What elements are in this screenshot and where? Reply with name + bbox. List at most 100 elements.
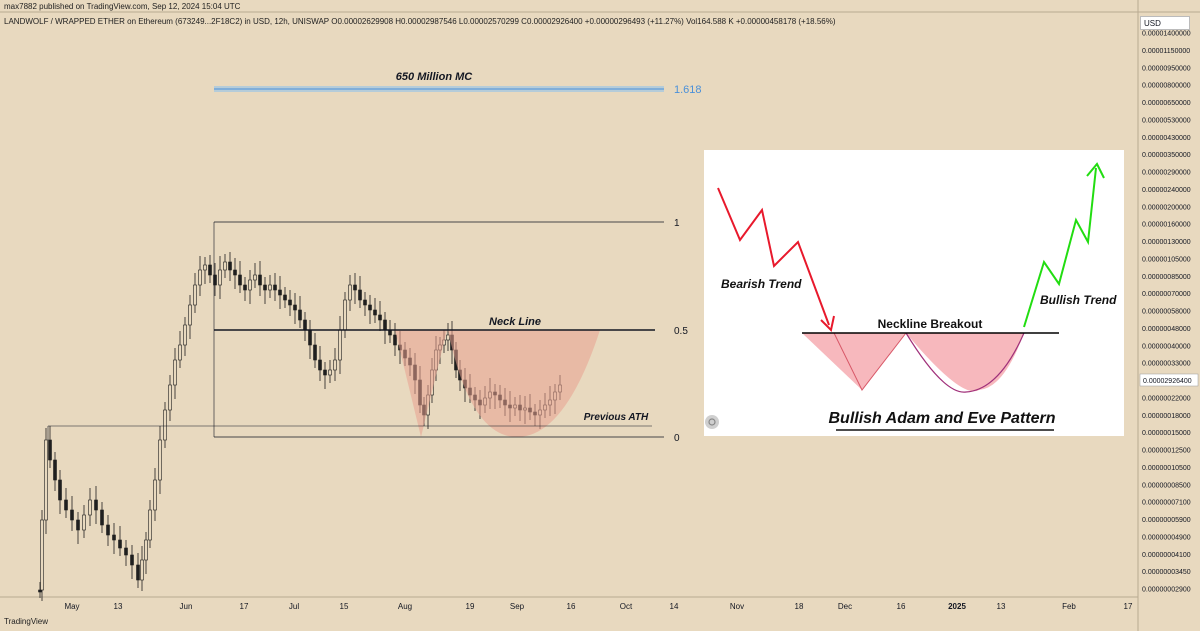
candle-body	[358, 289, 362, 301]
adam-eve-inset: Bearish Trend Bullish Trend Neckline Bre…	[704, 150, 1124, 436]
time-tick-label: 2025	[948, 602, 966, 611]
candle-body	[373, 309, 377, 316]
price-tick-label: 0.00000650000	[1142, 100, 1191, 107]
candle-body	[178, 344, 182, 361]
candle-body	[353, 284, 357, 291]
price-tick-label: 0.00000018000	[1142, 413, 1191, 420]
candle-body	[383, 319, 387, 331]
candle-body	[348, 284, 352, 301]
symbol-line: LANDWOLF / WRAPPED ETHER on Ethereum (67…	[4, 17, 836, 26]
time-tick-label: Dec	[838, 602, 852, 611]
candle-body	[183, 324, 187, 346]
price-tick-label: 0.00000160000	[1142, 222, 1191, 229]
fib-05-label: 0.5	[674, 326, 688, 337]
time-tick-label: 16	[567, 602, 576, 611]
candle-body	[298, 309, 302, 321]
candle-body	[64, 499, 68, 511]
candle-body	[333, 359, 337, 371]
price-tick-label: 0.00000015000	[1142, 430, 1191, 437]
neck-line-label: Neck Line	[489, 316, 541, 328]
time-axis[interactable]: May 13 Jun 17 Jul 15 Aug 19 Sep 16 Oct 14 Nov 18 Dec 16…	[64, 602, 1133, 611]
candle-body	[363, 299, 367, 306]
candle-body	[218, 269, 222, 286]
time-tick-label: 13	[997, 602, 1006, 611]
eve-pattern-shape	[448, 330, 600, 437]
candle-body	[44, 439, 48, 521]
time-tick-label: 15	[340, 602, 349, 611]
candle-body	[313, 344, 317, 361]
price-tick-label: 0.00000004900	[1142, 534, 1191, 541]
price-tick-label: 0.00000022000	[1142, 395, 1191, 402]
currency-selector[interactable]: USD	[1140, 16, 1190, 30]
candle-body	[53, 459, 57, 481]
price-tick-label: 0.00000048000	[1142, 326, 1191, 333]
candle-body	[40, 519, 44, 591]
candle-body	[76, 519, 80, 531]
candle-body	[136, 564, 140, 581]
candle-body	[193, 284, 197, 306]
candle-body	[168, 384, 172, 411]
inset-adam-shape	[802, 333, 906, 390]
candle-body	[144, 539, 148, 561]
bull-arrow-head-icon	[1086, 162, 1105, 179]
candle-body	[208, 264, 212, 276]
price-tick-label: 0.00000058000	[1142, 309, 1191, 316]
price-tick-label: 0.00001150000	[1142, 48, 1190, 55]
candle-body	[238, 274, 242, 286]
price-axis-panel[interactable]	[1138, 0, 1200, 631]
price-tick-label: 0.00000012500	[1142, 448, 1191, 455]
price-tick-label: 0.00000003450	[1142, 569, 1191, 576]
candle-body	[94, 499, 98, 511]
candle-body	[278, 289, 282, 296]
candle-body	[163, 409, 167, 441]
candle-body	[106, 524, 110, 536]
price-tick-label: 0.00001400000	[1142, 31, 1191, 38]
candlestick-series	[38, 252, 562, 601]
candle-body	[318, 359, 322, 371]
candle-body	[323, 369, 327, 376]
bear-arrow-head-icon	[820, 315, 835, 333]
price-tick-label: 0.00000290000	[1142, 170, 1191, 177]
candle-body	[273, 284, 277, 291]
candle-body	[293, 304, 297, 311]
time-tick-label: 14	[670, 602, 679, 611]
candle-body	[82, 514, 86, 531]
price-tick-label: 0.00000200000	[1142, 204, 1191, 211]
tradingview-brand: TradingView	[4, 617, 49, 626]
price-tick-label: 0.00000007100	[1142, 500, 1191, 507]
inset-neckline-label: Neckline Breakout	[878, 317, 983, 331]
candle-body	[388, 329, 392, 336]
last-price-tag	[1139, 373, 1199, 387]
price-tick-label: 0.00000950000	[1142, 65, 1191, 72]
time-tick-label: Jun	[180, 602, 193, 611]
time-tick-label: 17	[240, 602, 249, 611]
candle-body	[140, 559, 144, 581]
candle-body	[393, 334, 397, 346]
price-tick-label: 0.00000010500	[1142, 465, 1191, 472]
candle-body	[70, 509, 74, 521]
candle-body	[124, 547, 128, 556]
inset-pattern-title: Bullish Adam and Eve Pattern	[828, 410, 1055, 427]
candle-body	[258, 274, 262, 286]
candle-body	[130, 554, 134, 566]
fib-1618-label: 1.618	[674, 84, 702, 96]
previous-ath-label: Previous ATH	[584, 412, 649, 423]
candle-body	[118, 539, 122, 549]
candle-body	[158, 439, 162, 481]
price-tick-label: 0.00000130000	[1142, 239, 1191, 246]
time-tick-label: Feb	[1062, 602, 1076, 611]
candle-body	[198, 269, 202, 286]
time-tick-label: Aug	[398, 602, 412, 611]
lens-icon-inner	[708, 418, 716, 426]
inset-eve-outline	[905, 332, 1025, 393]
candle-body	[112, 534, 116, 541]
time-tick-label: Sep	[510, 602, 525, 611]
candle-body	[368, 304, 372, 311]
bull-trend-arrow	[1023, 167, 1097, 328]
price-tick-label: 0.00000070000	[1142, 291, 1191, 298]
candle-body	[148, 509, 152, 541]
candle-body	[253, 274, 257, 281]
price-tick-label: 0.00000105000	[1142, 256, 1191, 263]
price-tick-label: 0.00000002900	[1142, 587, 1191, 594]
